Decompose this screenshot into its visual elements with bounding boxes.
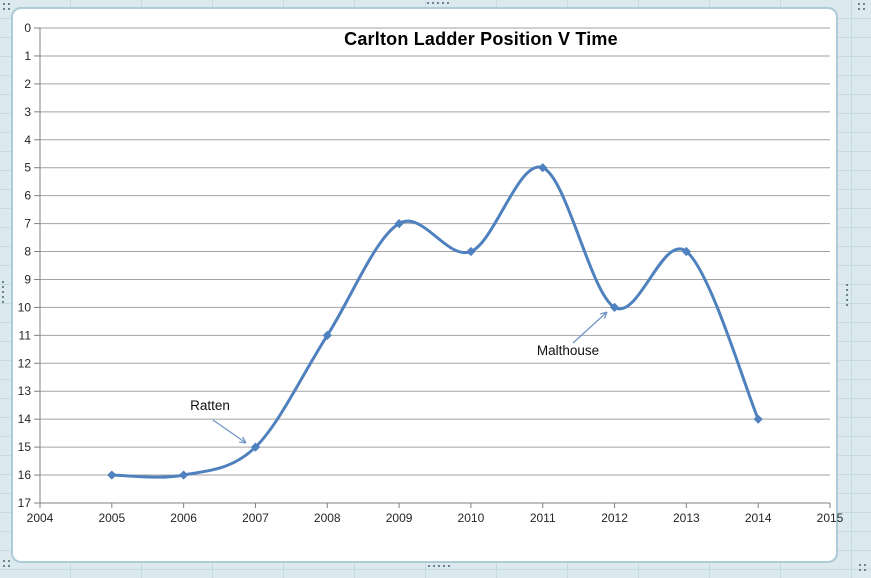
axes bbox=[34, 27, 831, 508]
selection-handle-bottom-center[interactable] bbox=[428, 565, 450, 567]
data-point-2012[interactable] bbox=[609, 302, 620, 313]
y-tick-label: 0 bbox=[24, 21, 31, 35]
x-tick-label: 2008 bbox=[314, 511, 341, 525]
x-tick-label: 2010 bbox=[458, 511, 485, 525]
y-tick-label: 5 bbox=[24, 161, 31, 175]
selection-handle-middle-left[interactable] bbox=[2, 281, 4, 303]
annotation-malthouse[interactable]: Malthouse bbox=[536, 343, 600, 358]
selection-handle-top-right[interactable] bbox=[858, 3, 865, 10]
y-tick-label: 9 bbox=[24, 272, 31, 286]
data-point-2009[interactable] bbox=[394, 218, 404, 229]
data-point-2014[interactable] bbox=[753, 414, 763, 424]
x-tick-label: 2015 bbox=[817, 511, 844, 525]
annotation-arrowhead-1 bbox=[603, 311, 608, 319]
x-tick-label: 2013 bbox=[673, 511, 700, 525]
chart-title[interactable]: Carlton Ladder Position V Time bbox=[344, 29, 618, 49]
x-tick-label: 2004 bbox=[27, 511, 54, 525]
selection-handle-bottom-left[interactable] bbox=[3, 560, 10, 567]
selection-handle-top-center[interactable] bbox=[427, 2, 449, 4]
selection-handle-bottom-right[interactable] bbox=[859, 564, 866, 571]
data-point-2008[interactable] bbox=[322, 330, 332, 340]
annotation-arrowhead-1 bbox=[600, 311, 608, 315]
data-point-2006[interactable] bbox=[179, 470, 189, 480]
y-tick-label: 16 bbox=[18, 468, 32, 482]
y-tick-label: 11 bbox=[19, 328, 32, 342]
y-tick-label: 13 bbox=[18, 384, 32, 398]
y-tick-label: 17 bbox=[18, 496, 32, 510]
y-tick-label: 3 bbox=[24, 105, 31, 119]
x-tick-label: 2012 bbox=[601, 511, 628, 525]
annotation-arrow-1 bbox=[572, 311, 608, 344]
data-point-2007[interactable] bbox=[250, 442, 261, 452]
gridlines bbox=[40, 27, 830, 476]
y-tick-label: 10 bbox=[18, 300, 32, 314]
annotation-ratten[interactable]: Ratten bbox=[190, 398, 230, 413]
y-tick-label: 1 bbox=[24, 49, 31, 63]
x-tick-label: 2006 bbox=[170, 511, 197, 525]
annotation-arrow-0 bbox=[212, 419, 247, 444]
x-tick-label: 2007 bbox=[242, 511, 269, 525]
chart-object-frame[interactable] bbox=[11, 7, 838, 563]
x-tick-label: 2011 bbox=[530, 511, 556, 525]
series-line[interactable] bbox=[110, 165, 760, 479]
annotation-arrows bbox=[212, 311, 608, 444]
y-tick-label: 7 bbox=[24, 217, 31, 231]
y-tick-label: 12 bbox=[18, 356, 32, 370]
y-tick-label: 14 bbox=[18, 412, 32, 426]
data-point-2010[interactable] bbox=[466, 246, 476, 257]
y-tick-label: 15 bbox=[18, 440, 32, 454]
x-axis-labels: 2004 2005 2006 2007 2008 2009 2010 2011 2012 2013… bbox=[27, 511, 844, 525]
y-tick-label: 8 bbox=[24, 245, 31, 259]
annotation-arrowhead-0 bbox=[238, 441, 247, 444]
data-point-2013[interactable] bbox=[681, 246, 691, 257]
data-point-2011[interactable] bbox=[538, 163, 548, 173]
data-series bbox=[107, 163, 763, 480]
annotation-arrowhead-0 bbox=[242, 436, 247, 444]
selection-handle-middle-right[interactable] bbox=[846, 284, 848, 306]
x-tick-label: 2014 bbox=[745, 511, 772, 525]
y-tick-label: 6 bbox=[24, 189, 31, 203]
x-tick-label: 2009 bbox=[386, 511, 413, 525]
data-point-2005[interactable] bbox=[107, 470, 117, 480]
y-tick-label: 2 bbox=[24, 77, 31, 91]
y-tick-label: 4 bbox=[24, 133, 31, 147]
selection-handle-top-left[interactable] bbox=[3, 3, 10, 10]
x-tick-label: 2005 bbox=[98, 511, 125, 525]
